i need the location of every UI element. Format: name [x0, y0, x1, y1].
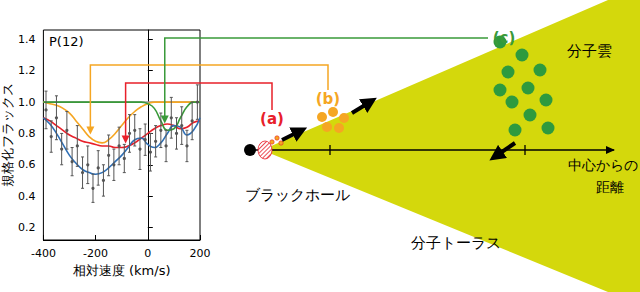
svg-text:(b): (b): [316, 90, 340, 108]
svg-text:-400: -400: [31, 247, 56, 260]
svg-text:規格化フラックス: 規格化フラックス: [0, 83, 15, 187]
svg-text:0.2: 0.2: [18, 221, 36, 234]
svg-text:0.4: 0.4: [18, 190, 36, 203]
svg-text:-200: -200: [83, 247, 108, 260]
svg-text:相対速度 (km/s): 相対速度 (km/s): [73, 263, 171, 278]
svg-text:(a): (a): [260, 110, 284, 128]
svg-text:1.4: 1.4: [18, 33, 36, 46]
svg-text:0.8: 0.8: [18, 127, 36, 140]
svg-text:1.0: 1.0: [18, 96, 36, 109]
svg-text:距離: 距離: [596, 179, 624, 195]
svg-text:1.2: 1.2: [18, 64, 36, 77]
svg-text:ブラックホール: ブラックホール: [245, 186, 350, 204]
svg-text:0: 0: [144, 247, 151, 260]
svg-text:分子雲: 分子雲: [567, 42, 612, 60]
svg-text:200: 200: [190, 247, 211, 260]
svg-text:P(12): P(12): [49, 34, 84, 49]
svg-text:分子トーラス: 分子トーラス: [411, 234, 501, 252]
svg-text:(c): (c): [493, 29, 516, 47]
svg-text:中心からの: 中心からの: [568, 157, 638, 173]
svg-text:0.6: 0.6: [18, 158, 36, 171]
